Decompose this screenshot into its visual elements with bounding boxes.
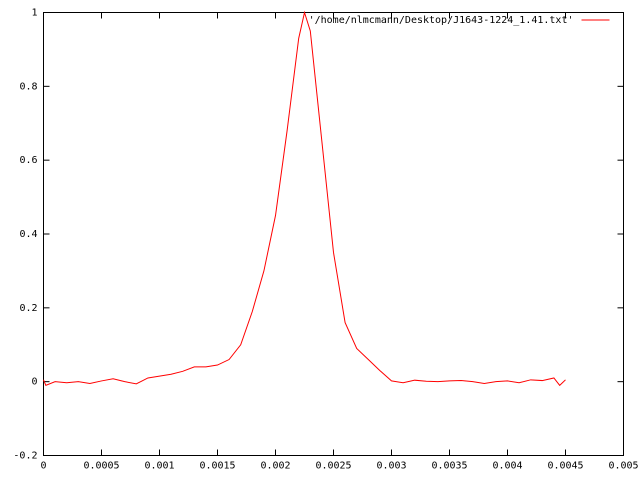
x-tick-label: 0.001: [144, 461, 174, 472]
x-tick-label: 0.004: [492, 461, 522, 472]
y-tick-label: 0.6: [19, 155, 37, 166]
legend-label: '/home/nlmcmann/Desktop/J1643-1224_1.41.…: [309, 15, 574, 26]
x-tick-label: 0.0045: [547, 461, 583, 472]
x-tick-label: 0.0025: [315, 461, 351, 472]
x-tick-label: 0.003: [376, 461, 406, 472]
x-tick-label: 0: [40, 461, 46, 472]
x-tick-label: 0.0035: [431, 461, 467, 472]
y-tick-label: 1: [31, 8, 37, 19]
x-tick-label: 0.0015: [199, 461, 235, 472]
y-tick-label: 0.4: [19, 229, 37, 240]
x-tick-label: 0.002: [260, 461, 290, 472]
y-tick-label: -0.2: [13, 451, 37, 462]
y-tick-label: 0: [31, 377, 37, 388]
data-line: [43, 10, 566, 387]
y-tick-label: 0.8: [19, 81, 37, 92]
x-tick-label: 0.0005: [83, 461, 119, 472]
plot-border: [43, 12, 624, 456]
y-tick-label: 0.2: [19, 303, 37, 314]
x-tick-label: 0.005: [608, 461, 638, 472]
